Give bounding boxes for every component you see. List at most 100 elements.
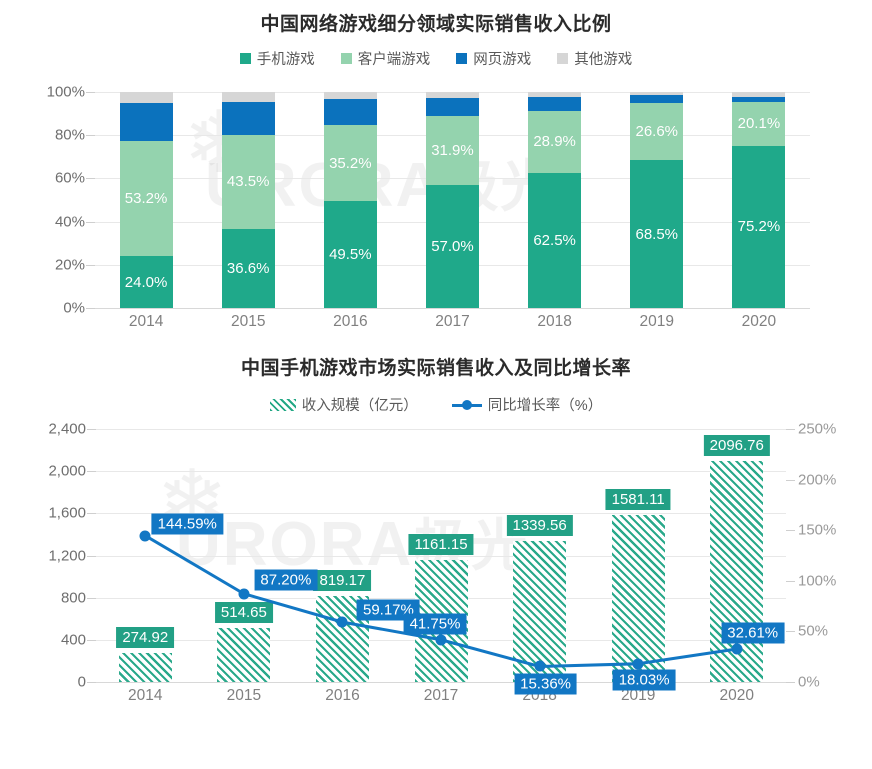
legend-label: 客户端游戏: [357, 52, 431, 68]
bar-segment[interactable]: [425, 97, 479, 116]
legend-swatch-icon: [456, 53, 468, 64]
y-tickmark: [87, 513, 96, 515]
bar-segment[interactable]: 28.9%: [528, 110, 582, 173]
line-marker[interactable]: [139, 530, 151, 542]
line-marker[interactable]: [731, 643, 743, 655]
chart2-x-axis: 2014 2015 2016 2017 2018 2019 2020: [96, 687, 786, 705]
bar-value-label: 57.0%: [431, 237, 474, 255]
bar-segment[interactable]: 75.2%: [732, 145, 786, 308]
stacked-bar[interactable]: 75.2% 20.1%: [732, 92, 786, 308]
legend-label: 其他游戏: [574, 52, 633, 68]
bar-group[interactable]: 1339.56: [490, 429, 589, 682]
bar-segment[interactable]: 57.0%: [425, 184, 479, 308]
legend-item-other-game[interactable]: 其他游戏: [557, 48, 632, 69]
x-label: 2017: [435, 313, 470, 330]
legend-swatch-icon: [557, 53, 569, 64]
bar-value-label: 43.5%: [226, 173, 270, 191]
chart1-x-axis: 2014 2015 2016 2017 2018 2019 2020: [95, 313, 810, 331]
x-label: 2017: [423, 687, 459, 704]
bar-segment[interactable]: 24.0%: [119, 256, 173, 308]
stacked-bar[interactable]: 36.6% 43.5%: [221, 92, 275, 308]
bar-value-label: 31.9%: [431, 141, 474, 159]
y-tick-label: 80%: [54, 126, 85, 144]
stacked-bar[interactable]: 49.5% 35.2%: [323, 92, 377, 308]
y-tick-label: 2,400: [48, 420, 86, 438]
y-tickmark: [87, 597, 96, 599]
y-tickmark: [86, 308, 95, 309]
y-tickmark: [87, 682, 96, 683]
bar-group[interactable]: 49.5% 35.2%: [299, 92, 401, 308]
bar-group[interactable]: 36.6% 43.5%: [197, 92, 299, 308]
line-marker[interactable]: [435, 634, 447, 646]
bar-group[interactable]: 24.0% 53.2%: [95, 92, 197, 308]
revenue-bar[interactable]: [513, 540, 567, 682]
line-marker[interactable]: [336, 616, 348, 628]
bar-segment[interactable]: [119, 92, 173, 104]
bar-segment[interactable]: 36.6%: [221, 228, 275, 308]
bar-segment[interactable]: [323, 92, 377, 99]
bar-segment[interactable]: 53.2%: [119, 141, 173, 257]
bar-group[interactable]: 62.5% 28.9%: [504, 92, 606, 308]
line-marker[interactable]: [238, 588, 250, 600]
revenue-bar[interactable]: [217, 627, 271, 682]
line-value-label: 15.36%: [514, 673, 577, 695]
bar-segment[interactable]: [528, 92, 582, 97]
bar-segment[interactable]: [630, 94, 684, 103]
legend-label: 同比增长率（%）: [487, 398, 603, 414]
bar-segment[interactable]: [630, 92, 684, 95]
bar-segment[interactable]: [221, 92, 275, 103]
y2-tickmark: [786, 631, 795, 633]
line-marker[interactable]: [632, 658, 644, 670]
bar-segment[interactable]: [425, 92, 479, 98]
bar-value-label: 28.9%: [533, 133, 576, 151]
legend-item-mobile-game[interactable]: 手机游戏: [239, 48, 315, 69]
y-tick-label: 40%: [54, 213, 85, 231]
bar-segment[interactable]: [732, 92, 786, 97]
stacked-bar[interactable]: 68.5% 26.6%: [630, 92, 684, 308]
revenue-bar[interactable]: [118, 653, 172, 682]
bar-group[interactable]: 57.0% 31.9%: [401, 92, 503, 308]
x-label: 2014: [128, 687, 163, 704]
bar-group[interactable]: 2096.76: [687, 429, 786, 682]
bar-segment[interactable]: 31.9%: [425, 116, 479, 185]
bar-segment[interactable]: 35.2%: [323, 125, 377, 202]
bar-segment[interactable]: 20.1%: [732, 102, 786, 146]
legend-item-web-game[interactable]: 网页游戏: [456, 48, 531, 69]
y-tickmark: [87, 639, 96, 641]
chart-mobilegame-revenue: 中国手机游戏市场实际销售收入及同比增长率 收入规模（亿元） 同比增长率（%） ❄…: [0, 345, 872, 769]
stacked-bar[interactable]: 57.0% 31.9%: [425, 92, 479, 308]
legend-item-client-game[interactable]: 客户端游戏: [340, 48, 431, 69]
bar-value-label: 68.5%: [635, 225, 679, 243]
bar-group[interactable]: 68.5% 26.6%: [606, 92, 708, 308]
legend-item-revenue[interactable]: 收入规模（亿元）: [269, 394, 418, 415]
bar-segment[interactable]: 43.5%: [221, 135, 275, 229]
gridline: [96, 555, 786, 557]
bar-group[interactable]: 1581.11: [589, 429, 688, 682]
line-value-label: 18.03%: [612, 669, 676, 691]
bar-segment[interactable]: [119, 103, 173, 142]
bar-value-label: 1339.56: [506, 514, 573, 536]
bar-segment[interactable]: [323, 98, 377, 126]
bar-segment[interactable]: [732, 96, 786, 103]
y-tickmark: [87, 555, 96, 557]
chart2-legend: 收入规模（亿元） 同比增长率（%）: [0, 394, 872, 415]
bar-segment[interactable]: 26.6%: [630, 102, 684, 161]
bar-segment[interactable]: 49.5%: [323, 201, 377, 308]
y2-tickmark: [786, 429, 795, 430]
stacked-bar[interactable]: 24.0% 53.2%: [119, 92, 173, 308]
bar-group[interactable]: 274.92: [96, 429, 195, 682]
revenue-bar[interactable]: [611, 515, 665, 682]
stacked-bar[interactable]: 62.5% 28.9%: [528, 92, 582, 308]
bar-segment[interactable]: [528, 96, 582, 111]
gridline: [96, 513, 786, 515]
x-label: 2018: [537, 313, 572, 330]
bar-segment[interactable]: 62.5%: [528, 173, 582, 308]
bar-segment[interactable]: [221, 102, 275, 135]
bar-group[interactable]: 75.2% 20.1%: [708, 92, 810, 308]
line-marker[interactable]: [534, 660, 546, 672]
legend-item-growth[interactable]: 同比增长率（%）: [451, 394, 603, 415]
bar-segment[interactable]: 68.5%: [630, 160, 684, 308]
bar-group[interactable]: 514.65: [195, 429, 294, 682]
y2-tick-label: 150%: [798, 521, 837, 539]
y-tick-label: 400: [60, 631, 86, 649]
